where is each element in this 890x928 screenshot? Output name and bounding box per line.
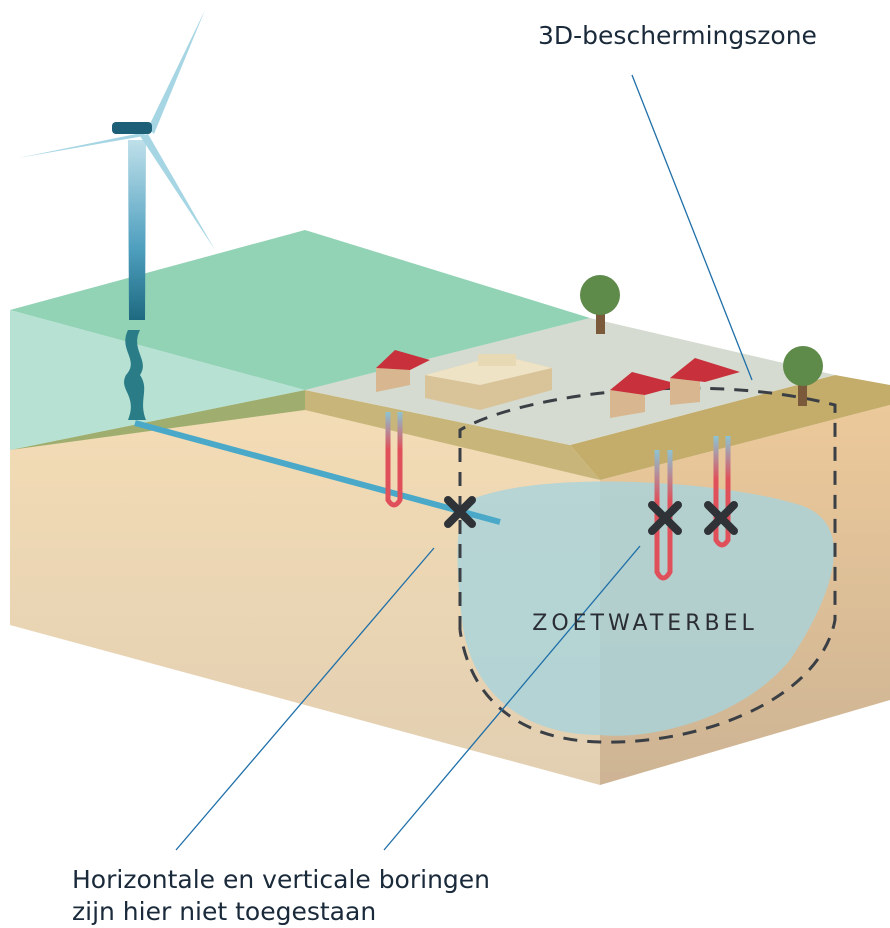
bubble-label: ZOETWATERBEL — [532, 611, 758, 636]
caption-line: zijn hier niet toegestaan — [72, 897, 376, 926]
zone-label: 3D-beschermingszone — [538, 21, 817, 50]
illustration: 3D-beschermingszone ZOETWATERBEL Horizon… — [0, 0, 890, 928]
caption-line: Horizontale en verticale boringen — [72, 865, 490, 894]
